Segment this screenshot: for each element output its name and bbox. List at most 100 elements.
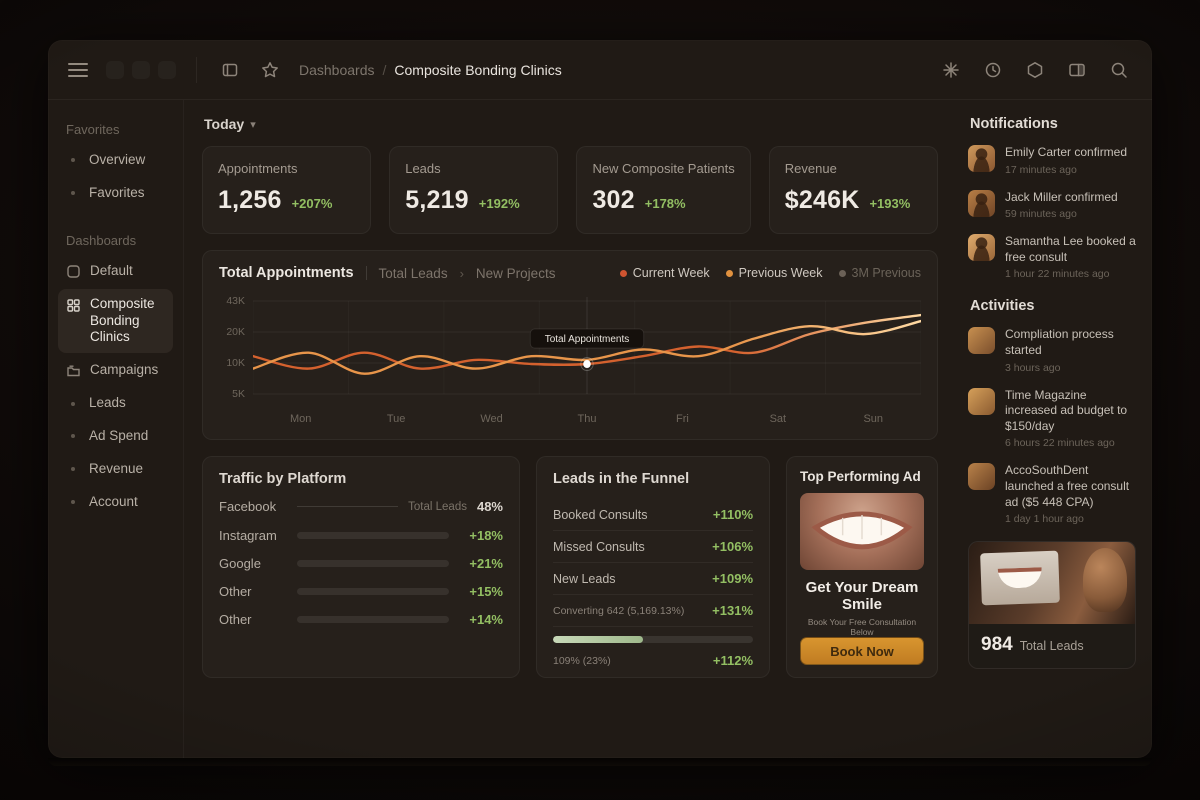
panel-toggle-icon[interactable] <box>217 57 243 83</box>
row-delta: +14% <box>469 612 503 627</box>
tab-total-appointments[interactable]: Total Appointments <box>219 265 354 281</box>
notification-item[interactable]: Samantha Lee booked a free consult 1 hou… <box>968 234 1136 280</box>
line-chart[interactable]: Total Appointments <box>253 291 921 411</box>
sidebar-item-ad-spend[interactable]: Ad Spend <box>58 421 173 452</box>
sidebar-item-label: Revenue <box>89 460 144 476</box>
activity-thumbnail <box>968 387 995 415</box>
traffic-row: Instagram +18% <box>219 528 503 543</box>
activity-item[interactable]: Time Magazine increased ad budget to $15… <box>968 387 1136 449</box>
stat-card-leads[interactable]: Leads 5,219 +192% <box>389 146 559 234</box>
sidebar-item-account[interactable]: Account <box>58 487 173 518</box>
sidebar-item-favorites[interactable]: Favorites <box>58 178 173 209</box>
leads-label: Total Leads <box>1019 639 1084 654</box>
activity-time: 1 day 1 hour ago <box>1005 513 1084 526</box>
platform-label: Other <box>219 612 252 627</box>
stat-card-new-composite-patients[interactable]: New Composite Patients 302 +178% <box>576 146 751 234</box>
sidebar-section-favorites: Favorites <box>66 122 120 137</box>
legend-label: Previous Week <box>738 266 823 280</box>
sidebar-item-default[interactable]: Default <box>58 256 173 287</box>
funnel-label: 109% (23%) <box>553 654 611 667</box>
notifications-icon[interactable] <box>1022 57 1048 83</box>
funnel-row: Missed Consults +106% <box>553 531 753 563</box>
app-placeholder-icon <box>106 61 124 79</box>
platform-label: Instagram <box>219 528 277 543</box>
notification-item[interactable]: Jack Miller confirmed 59 minutes ago <box>968 189 1136 220</box>
x-tick: Sun <box>863 413 884 425</box>
row-delta: +15% <box>469 584 503 599</box>
stat-value: 1,256 <box>218 186 282 214</box>
search-icon[interactable] <box>1106 57 1132 83</box>
progress-bar <box>297 588 449 595</box>
traffic-header-row: Facebook Total Leads 48% <box>219 499 503 514</box>
activity-item[interactable]: AccoSouthDent launched a free consult ad… <box>968 463 1136 525</box>
laptop-hinge <box>48 758 1152 766</box>
leads-funnel-card: Leads in the Funnel Booked Consults +110… <box>536 456 770 678</box>
legend-current-week[interactable]: Current Week <box>619 266 710 280</box>
row-delta: +109% <box>712 571 753 586</box>
row-delta: +18% <box>469 528 503 543</box>
bullet-icon <box>71 467 75 472</box>
sparkle-icon[interactable] <box>938 57 964 83</box>
sidebar-item-label: Account <box>89 493 138 509</box>
notification-item[interactable]: Emily Carter confirmed 17 minutes ago <box>968 145 1136 176</box>
stat-delta: +192% <box>478 196 520 211</box>
date-range-dropdown[interactable]: Today ▾ <box>204 116 938 132</box>
stat-value: $246K <box>784 186 860 214</box>
top-performing-ad-card: Top Performing Ad Get Your Dream Smile B… <box>786 456 938 678</box>
y-tick: 5K <box>232 388 245 400</box>
sidebar-gap <box>58 211 173 225</box>
notification-time: 1 hour 22 minutes ago <box>1005 268 1110 281</box>
stat-label: Leads <box>405 161 441 176</box>
row-delta: +106% <box>712 539 753 554</box>
breadcrumb-separator: / <box>382 61 387 78</box>
traffic-row: Google +21% <box>219 556 503 571</box>
x-tick: Fri <box>675 413 689 425</box>
avatar <box>968 145 995 172</box>
legend-dot-icon <box>619 269 627 277</box>
tab-new-projects[interactable]: New Projects <box>475 265 556 281</box>
bullet-icon <box>71 158 75 163</box>
funnel-label: New Leads <box>553 571 616 586</box>
breadcrumb-section[interactable]: Dashboards <box>299 61 375 78</box>
book-now-button[interactable]: Book Now <box>800 637 924 665</box>
sidebar-item-revenue[interactable]: Revenue <box>58 454 173 485</box>
sidebar-item-campaigns[interactable]: Campaigns <box>58 355 173 386</box>
right-panel: Notifications Emily Carter confirmed 17 … <box>956 100 1152 758</box>
legend-3m-previous[interactable]: 3M Previous <box>838 266 921 280</box>
app-placeholder-icon <box>158 61 176 79</box>
activities-title: Activities <box>970 298 1035 315</box>
total-leads-card[interactable]: 984 Total Leads <box>968 541 1136 670</box>
legend-dot-icon <box>725 269 733 277</box>
sidebar-section-dashboards: Dashboards <box>66 232 137 248</box>
app-window: Dashboards / Composite Bonding Clinics <box>48 40 1152 758</box>
metric-label: Total Leads <box>408 500 467 513</box>
sidebar-item-leads[interactable]: Leads <box>58 388 173 419</box>
notifications-title: Notifications <box>970 116 1058 132</box>
legend-previous-week[interactable]: Previous Week <box>725 266 823 280</box>
activity-item[interactable]: Compliation process started 3 hours ago <box>968 327 1136 374</box>
platform-label: Other <box>219 584 252 599</box>
x-tick: Thu <box>577 413 597 425</box>
funnel-footer-row: 109% (23%) +112% <box>553 645 753 676</box>
stat-card-appointments[interactable]: Appointments 1,256 +207% <box>202 146 372 234</box>
sidebar-item-label: Default <box>90 262 133 278</box>
tab-total-leads[interactable]: Total Leads <box>378 265 448 281</box>
sidebar-item-composite-bonding-clinics[interactable]: Composite Bonding Clinics <box>58 288 173 354</box>
bottom-row: Traffic by Platform Facebook Total Leads… <box>202 456 938 678</box>
star-icon[interactable] <box>257 57 283 83</box>
stat-value: 5,219 <box>405 186 469 214</box>
chart-tabs: Total Appointments Total Leads › New Pro… <box>219 265 555 281</box>
layout-columns-icon[interactable] <box>1064 57 1090 83</box>
metric-value: 48% <box>476 499 503 514</box>
history-icon[interactable] <box>980 57 1006 83</box>
menu-icon[interactable] <box>68 62 88 77</box>
y-tick: 10K <box>226 357 245 369</box>
sidebar-item-overview[interactable]: Overview <box>58 145 173 176</box>
funnel-label: Booked Consults <box>553 507 648 522</box>
stat-card-revenue[interactable]: Revenue $246K +193% <box>768 146 938 234</box>
laptop-screen-thumb <box>980 550 1060 606</box>
chart-card: Total Appointments Total Leads › New Pro… <box>202 250 938 440</box>
row-delta: +110% <box>712 507 753 522</box>
stat-delta: +193% <box>869 196 911 211</box>
content-area: Favorites Overview Favorites Dashboards … <box>48 100 1152 758</box>
